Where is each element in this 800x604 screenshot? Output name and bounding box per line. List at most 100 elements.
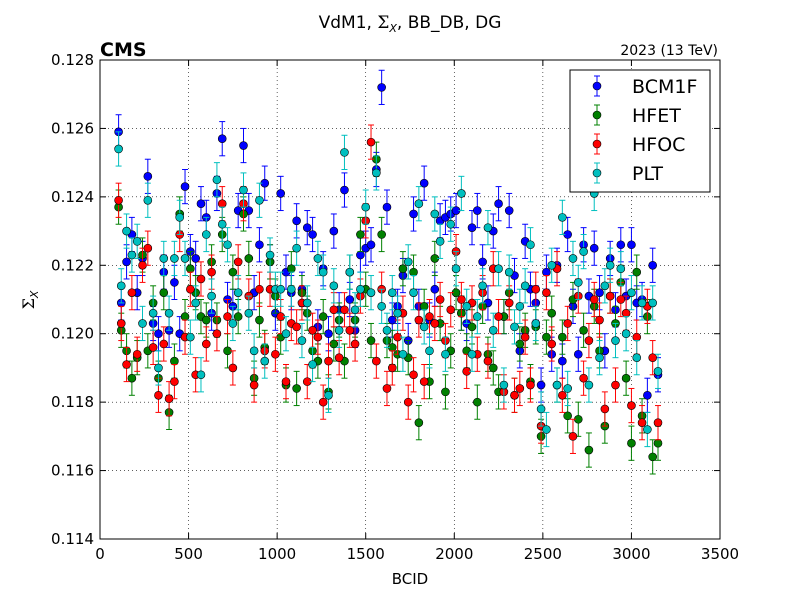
data-point [308,360,317,369]
data-point [329,281,339,291]
data-point [122,226,131,236]
legend-marker [592,110,602,120]
data-point [568,254,578,263]
data-point [366,137,376,147]
data-point [542,425,551,434]
data-point [180,312,190,321]
data-point [154,363,163,373]
data-point [382,384,392,393]
data-point [563,384,572,393]
data-point [510,322,519,332]
data-point [473,206,482,215]
data-point [403,397,413,407]
data-point [595,353,604,362]
data-point [308,325,317,335]
x-axis-label: BCID [392,570,428,588]
data-point [409,267,418,277]
legend-label: HFOC [632,134,685,156]
data-point [441,387,450,397]
data-point [627,438,636,448]
data-point [143,243,153,253]
data-point [435,295,445,304]
data-point [382,202,392,212]
data-point [616,240,626,250]
data-point [180,182,190,191]
data-point [170,377,179,386]
data-point [499,380,509,390]
data-point [175,213,185,222]
y-tick-label: 0.114 [51,530,94,548]
data-point [377,230,386,239]
data-point [217,219,227,229]
data-point [611,380,620,390]
data-point [292,322,301,332]
data-point [430,209,440,219]
data-point [398,349,408,359]
data-point [366,240,376,250]
data-point [271,349,280,359]
data-point [483,223,493,232]
data-point [621,308,631,318]
data-point [616,295,626,304]
data-point [515,384,525,393]
legend-label: HFET [632,105,681,127]
data-point [132,237,142,246]
data-point [430,319,440,328]
data-point [249,380,259,390]
legend-item-hfoc: HFOC [592,133,685,156]
data-point [478,281,487,291]
data-point [228,319,238,328]
data-point [558,390,567,400]
legend-marker [592,168,602,178]
data-point [233,312,243,321]
data-point [504,298,514,308]
chart-title-symbol-subscript: X [388,22,397,35]
data-point [494,199,503,208]
data-point [520,332,530,342]
series-plt [114,131,663,448]
data-point [207,291,216,301]
chart-title: VdM1, ΣX, BB_DB, DG [319,13,502,35]
data-point [637,298,647,308]
data-point [366,288,376,297]
data-point [558,213,567,222]
data-point [345,325,355,335]
data-point [419,377,429,386]
data-point [478,257,487,267]
data-point [467,322,477,332]
data-point [611,336,620,345]
data-point [526,380,535,390]
data-point [414,315,424,325]
data-point [563,319,572,328]
data-point [488,325,498,335]
data-point [494,264,503,274]
data-point [255,240,264,250]
data-point [627,288,636,297]
data-point [148,343,158,352]
data-point [191,298,200,308]
data-point [531,284,541,294]
data-point [377,83,386,92]
axis-layer: 0 500 1000 1500 2000 2500 3000 3500 0.114 0.116 0.… [51,51,739,563]
data-point [302,223,312,232]
data-point [515,302,525,311]
data-point [265,250,275,260]
data-point [473,397,482,407]
data-point [196,370,206,380]
data-point [132,349,142,359]
data-point [313,254,323,263]
data-point [127,288,137,297]
data-point [526,240,535,250]
data-point [595,288,604,297]
data-point [287,264,296,274]
data-point [473,312,482,321]
data-point [170,254,179,263]
data-point [435,237,445,246]
legend-marker [592,81,602,91]
data-point [201,230,211,239]
legend-marker [592,139,602,149]
data-point [605,291,615,301]
data-point [308,230,317,239]
